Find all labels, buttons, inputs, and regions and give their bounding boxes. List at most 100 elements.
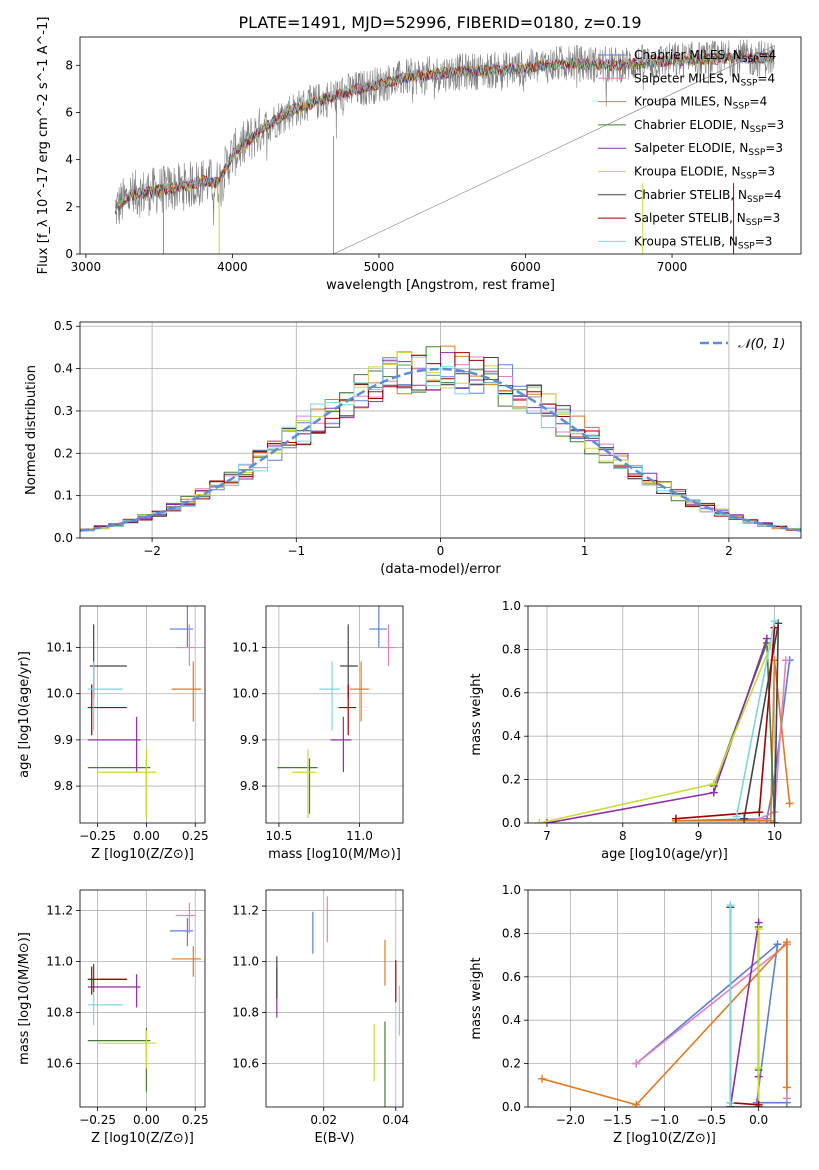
y-tick-label: 1.0 <box>502 883 521 897</box>
weight-marker <box>755 808 764 817</box>
legend-label: 𝒩(0, 1) <box>738 337 785 352</box>
axes-frame <box>79 36 802 255</box>
x-tick-label: 0.25 <box>182 1113 209 1127</box>
y-tick-label: 0.2 <box>54 446 73 460</box>
x-tick-label: 0.00 <box>133 1113 160 1127</box>
plot-area <box>535 617 794 823</box>
y-tick-label: 11.0 <box>232 954 259 968</box>
y-tick-label: 9.9 <box>240 733 259 747</box>
x-tick-label: 0.0 <box>749 1113 768 1127</box>
x-axis-label: Z [log10(Z/Z⊙)] <box>613 1131 716 1146</box>
axes-frame <box>79 889 206 1108</box>
x-tick-label: −2 <box>143 544 161 558</box>
weight-marker <box>535 819 544 823</box>
x-tick-label: 2 <box>725 544 733 558</box>
y-tick-label: 9.9 <box>54 733 73 747</box>
axes-frame <box>265 889 404 1108</box>
x-tick-label: 0.00 <box>133 829 160 843</box>
y-tick-label: 10.8 <box>232 1006 259 1020</box>
axes-frame <box>79 321 802 539</box>
weight-marker <box>732 812 741 821</box>
x-tick-label: −1.5 <box>603 1113 632 1127</box>
x-tick-label: 10 <box>767 829 782 843</box>
x-tick-label: 10.5 <box>266 829 293 843</box>
weight-marker <box>781 656 790 665</box>
y-tick-label: 0.1 <box>54 489 73 503</box>
weight-marker <box>709 788 718 797</box>
weight-marker <box>754 1063 763 1072</box>
legend: Chabrier MILES, NSSP=4 Salpeter MILES, NS… <box>598 48 784 251</box>
weight-marker <box>782 1083 791 1092</box>
y-tick-label: 0.6 <box>502 686 521 700</box>
x-tick-label: 7 <box>543 829 551 843</box>
x-tick-label: 3000 <box>71 260 102 274</box>
y-tick-label: 11.0 <box>46 954 73 968</box>
weight-line <box>675 660 791 822</box>
plot-area <box>276 896 400 1107</box>
plot-area <box>277 606 397 819</box>
x-axis-label: Z [log10(Z/Z⊙)] <box>91 1131 194 1146</box>
weight-marker <box>785 799 794 808</box>
legend-label: Chabrier MILES, NSSP=4 <box>634 48 776 65</box>
y-tick-label: 0.4 <box>502 1013 521 1027</box>
y-tick-label: 10.6 <box>46 1057 73 1071</box>
weight-line <box>635 942 787 1104</box>
y-tick-label: 0.8 <box>502 642 521 656</box>
x-tick-label: 4000 <box>217 260 248 274</box>
x-tick-label: 0.25 <box>182 829 209 843</box>
axes-frame <box>527 605 802 824</box>
x-tick-label: −2.0 <box>556 1113 585 1127</box>
x-tick-label: 0.02 <box>310 1113 337 1127</box>
y-tick-label: 10.8 <box>46 1006 73 1020</box>
weight-marker <box>782 1094 791 1103</box>
y-tick-label: 10.0 <box>46 687 73 701</box>
weight-marker <box>726 1098 735 1107</box>
legend-label: Chabrier STELIB, NSSP=4 <box>634 188 782 205</box>
panel-mass_vs_ebv: 0.02 0.04 10.6 10.8 11.0 11.2 E(B-V) <box>232 889 409 1146</box>
x-axis-label: age [log10(age/yr)] <box>601 847 728 862</box>
x-tick-label: 5000 <box>364 260 395 274</box>
plot-area <box>538 901 791 1107</box>
panel-weight_vs_age: 7 8 9 10 0.0 0.2 0.4 0.6 0.8 1.0 age [log10(age/yr… <box>469 599 802 862</box>
legend-label: Salpeter ELODIE, NSSP=3 <box>634 141 783 158</box>
x-axis-label: (data-model)/error <box>380 562 501 577</box>
y-tick-label: 1.0 <box>502 599 521 613</box>
y-tick-label: 10.1 <box>232 641 259 655</box>
y-tick-label: 0.8 <box>502 926 521 940</box>
y-tick-label: 0.3 <box>54 404 73 418</box>
y-axis-label: mass [log10(M/M⊙)] <box>17 932 32 1065</box>
y-tick-label: 0.4 <box>502 729 521 743</box>
weight-marker <box>773 940 782 949</box>
weight-marker <box>754 925 763 934</box>
y-tick-label: 0.0 <box>54 531 73 545</box>
x-tick-label: 7000 <box>657 260 688 274</box>
x-tick-label: 6000 <box>510 260 541 274</box>
plot-area <box>114 39 775 254</box>
weight-line <box>539 644 772 823</box>
plot-area <box>87 902 202 1092</box>
y-tick-label: 9.8 <box>240 779 259 793</box>
panel-spectrum: 3000 4000 5000 6000 7000 0 2 4 6 8 wavelength [Ang… <box>36 17 802 293</box>
normal-curve <box>80 367 801 532</box>
x-tick-label: 1 <box>581 544 589 558</box>
legend-label: Salpeter MILES, NSSP=4 <box>634 71 775 88</box>
y-tick-label: 11.2 <box>232 903 259 917</box>
panel-residuals: −2 −1 0 1 2 0.0 0.1 0.2 0.3 0.4 0.5 (data-model)/er… <box>24 319 802 577</box>
x-tick-label: −0.25 <box>79 829 116 843</box>
x-axis-label: E(B-V) <box>314 1131 354 1146</box>
y-axis-label: age [log10(age/yr)] <box>17 651 32 778</box>
x-tick-label: 9 <box>695 829 703 843</box>
model-spectrum <box>114 52 775 212</box>
plot-area <box>80 345 801 532</box>
weight-marker <box>632 1059 641 1068</box>
x-axis-label: Z [log10(Z/Z⊙)] <box>91 847 194 862</box>
weight-marker <box>762 634 771 643</box>
x-axis-label: mass [log10(M/M⊙)] <box>268 847 401 862</box>
y-tick-label: 0 <box>65 247 73 261</box>
panel-mass_vs_Z: −0.25 0.00 0.25 10.6 10.8 11.0 11.2 Z [log10(Z/… <box>17 889 209 1146</box>
weight-line <box>730 1101 759 1106</box>
y-tick-label: 10.6 <box>232 1057 259 1071</box>
residual-histogram <box>80 356 801 531</box>
y-tick-label: 4 <box>65 153 73 167</box>
